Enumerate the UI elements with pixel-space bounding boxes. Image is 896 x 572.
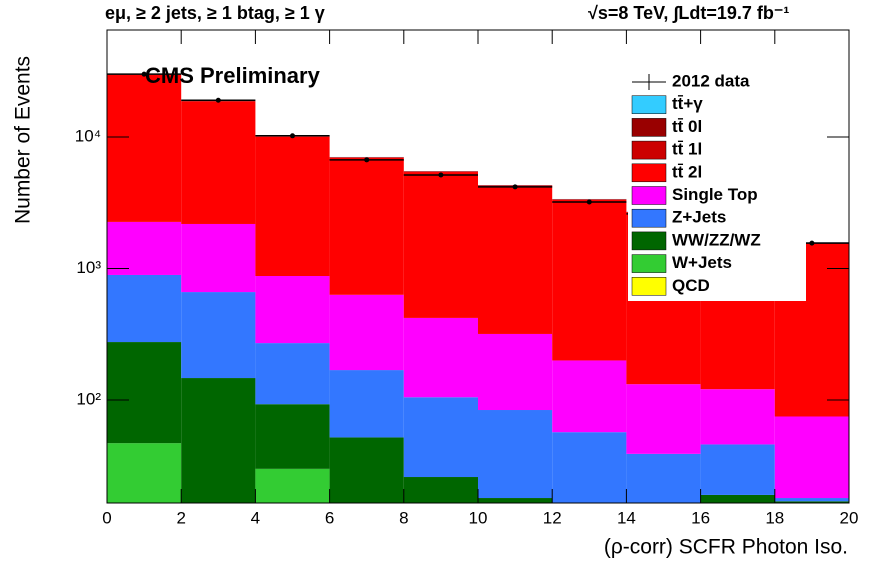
legend-swatch (631, 254, 667, 273)
legend-label: W+Jets (672, 253, 732, 272)
x-tick-label: 4 (251, 508, 260, 527)
bar-segment (403, 477, 478, 503)
x-tick-label: 8 (399, 508, 408, 527)
data-point (107, 71, 182, 77)
data-marker (809, 240, 815, 246)
legend-label: tt̄ 0l (672, 117, 702, 136)
annotation: CMS Preliminary (145, 63, 321, 88)
data-marker (438, 172, 444, 178)
bar-segment (700, 494, 775, 503)
bar-segment (329, 437, 404, 503)
data-point (552, 199, 627, 205)
data-marker (290, 133, 295, 139)
y-axis-label: Number of Events (12, 56, 35, 224)
legend-label: tt̄ 1l (672, 140, 702, 159)
plot-area (107, 71, 849, 503)
chart-subtitle: √s=8 TeV, ∫Ldt=19.7 fb⁻¹ (588, 3, 789, 23)
bar-segment (329, 294, 404, 371)
bar-segment (181, 223, 256, 293)
bar-segment (552, 360, 627, 433)
bar-segment (403, 317, 478, 398)
bar-segment (774, 416, 849, 499)
x-tick-label: 14 (617, 508, 636, 527)
bar-segment (478, 185, 553, 334)
bar-segment (329, 370, 404, 438)
legend-label: QCD (672, 276, 710, 295)
bar-segment (255, 468, 330, 503)
bar-segment (478, 333, 553, 411)
legend-label: Z+Jets (672, 208, 726, 227)
y-tick-label: 10³ (76, 258, 101, 277)
data-point (478, 184, 553, 190)
data-marker (141, 71, 147, 77)
x-tick-label: 18 (765, 508, 784, 527)
bar-segment (478, 410, 553, 499)
bar-segment (403, 172, 478, 318)
x-tick-label: 10 (469, 508, 488, 527)
overlay: 0 2 4 6 8 10 12 14 16 18 20 10² 10³ 10⁴ 2012 data tt̄+γ… (75, 29, 859, 527)
bar-segment (107, 443, 182, 503)
y-tick-label: 10² (76, 390, 101, 409)
bar-segment (478, 498, 553, 503)
x-tick-label: 16 (691, 508, 710, 527)
bar-segment (181, 292, 256, 379)
legend-swatch (631, 163, 667, 183)
bar-segment (329, 157, 404, 295)
legend-label: WW/ZZ/WZ (672, 230, 761, 249)
bar-segment (107, 342, 182, 444)
bar-segment (626, 453, 701, 503)
bar-segment (700, 444, 775, 495)
x-tick-label: 12 (543, 508, 562, 527)
legend-swatch (631, 277, 667, 296)
bar-segment (700, 389, 775, 445)
bar-segment (181, 101, 256, 224)
x-tick-label: 0 (102, 508, 111, 527)
bar-segment (255, 136, 330, 276)
bar-segment (255, 343, 330, 405)
x-tick-label: 6 (325, 508, 334, 527)
data-point (181, 97, 256, 103)
data-marker (215, 97, 221, 103)
bar-segment (255, 404, 330, 469)
legend-swatch (631, 231, 667, 251)
bar-segment (774, 501, 849, 503)
bar-segment (626, 384, 701, 454)
bar-segment (107, 274, 182, 343)
data-point (329, 157, 404, 163)
x-tick-label: 20 (840, 508, 859, 527)
data-point (255, 133, 330, 139)
legend-label: tt̄+γ (672, 94, 703, 113)
bar-segment (181, 378, 256, 503)
legend-swatch (631, 140, 667, 160)
bar-segment (403, 397, 478, 478)
legend-label: tt̄ 2l (672, 162, 702, 181)
chart-title: eμ, ≥ 2 jets, ≥ 1 btag, ≥ 1 γ (105, 3, 325, 23)
bar-segment (403, 171, 478, 173)
legend-label: 2012 data (672, 71, 750, 90)
legend-swatch (631, 208, 667, 228)
bar-segment (107, 221, 182, 275)
y-tick-label: 10⁴ (75, 126, 101, 145)
bar-segment (552, 432, 627, 503)
legend-swatch (631, 186, 667, 205)
bar-segment (552, 199, 627, 361)
data-marker (586, 199, 592, 205)
legend-label: Single Top (672, 185, 758, 204)
bar-segment (774, 498, 849, 502)
data-marker (512, 184, 518, 190)
legend-swatch (631, 118, 667, 137)
x-tick-label: 2 (176, 508, 185, 527)
data-point (403, 172, 478, 178)
bar-segment (255, 275, 330, 344)
x-axis-label: (ρ-corr) SCFR Photon Iso. (604, 536, 848, 559)
bar-segment (107, 74, 182, 222)
data-marker (364, 157, 370, 163)
legend-swatch (631, 95, 667, 114)
